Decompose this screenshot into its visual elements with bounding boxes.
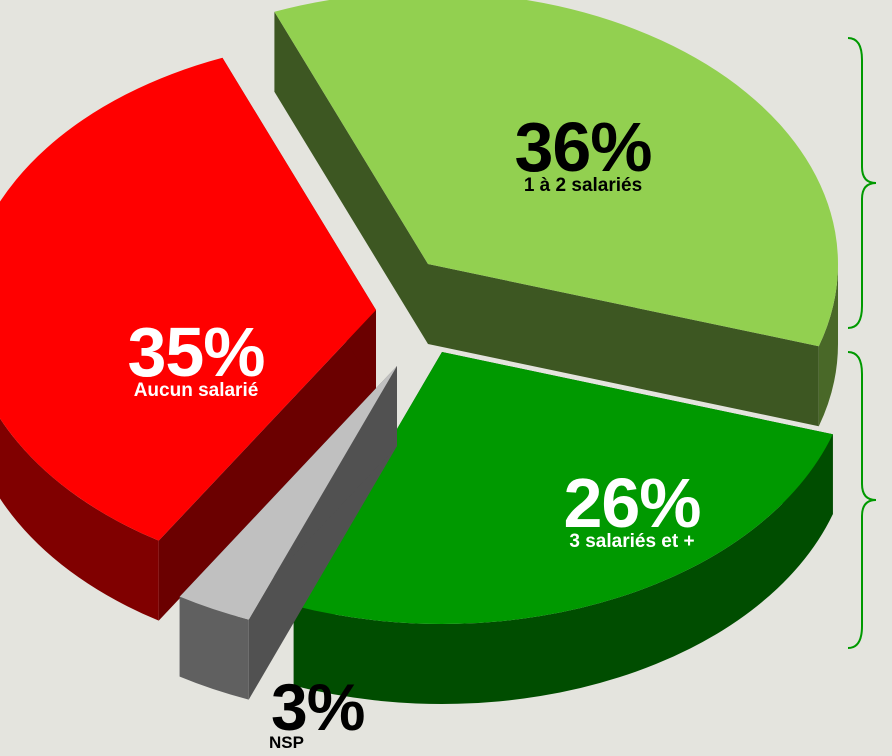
slice-label-3-salaries-et-plus: 26% 3 salariés et + (563, 464, 701, 552)
slice-wall-aucun-salarie-0 (158, 310, 376, 621)
bracket-1-a-2-salaries (847, 37, 877, 329)
slice-wall-1-a-2-salaries-0 (274, 11, 428, 344)
slice-percent: 35% (127, 313, 265, 391)
slice-name: 1 à 2 salariés (523, 175, 643, 196)
slice-label-1-a-2-salaries: 36% 1 à 2 salariés (514, 108, 652, 196)
slice-name: 3 salariés et + (569, 531, 695, 552)
slice-wall-1-a-2-salaries-1 (428, 264, 819, 427)
slice-name: NSP (269, 733, 304, 752)
slice-side-3-salaries-et-plus-0 (293, 434, 833, 704)
slice-label-aucun-salarie: 35% Aucun salarié (127, 313, 265, 401)
slice-top-nsp (179, 366, 397, 620)
slice-side-1-a-2-salaries-0 (818, 264, 838, 427)
slice-3-salaries-et-plus (293, 352, 833, 704)
slice-side-aucun-salarie-0 (0, 418, 159, 621)
slice-top-3-salaries-et-plus (293, 352, 833, 625)
slice-top-aucun-salarie (0, 57, 376, 541)
slice-aucun-salarie (0, 57, 376, 621)
bracket-3-salaries-et-plus (847, 351, 877, 649)
slice-side-nsp-0 (179, 596, 249, 700)
slice-percent: 3% (271, 670, 365, 744)
slice-percent: 26% (563, 464, 701, 542)
slice-1-a-2-salaries (274, 0, 838, 427)
slice-top-1-a-2-salaries (274, 0, 838, 347)
slice-label-nsp: 3% NSP (269, 674, 365, 751)
slice-nsp (179, 366, 397, 700)
brackets-layer (847, 37, 877, 649)
slice-name: Aucun salarié (133, 380, 259, 401)
slice-percent: 36% (514, 108, 652, 186)
slices-layer (0, 0, 838, 704)
